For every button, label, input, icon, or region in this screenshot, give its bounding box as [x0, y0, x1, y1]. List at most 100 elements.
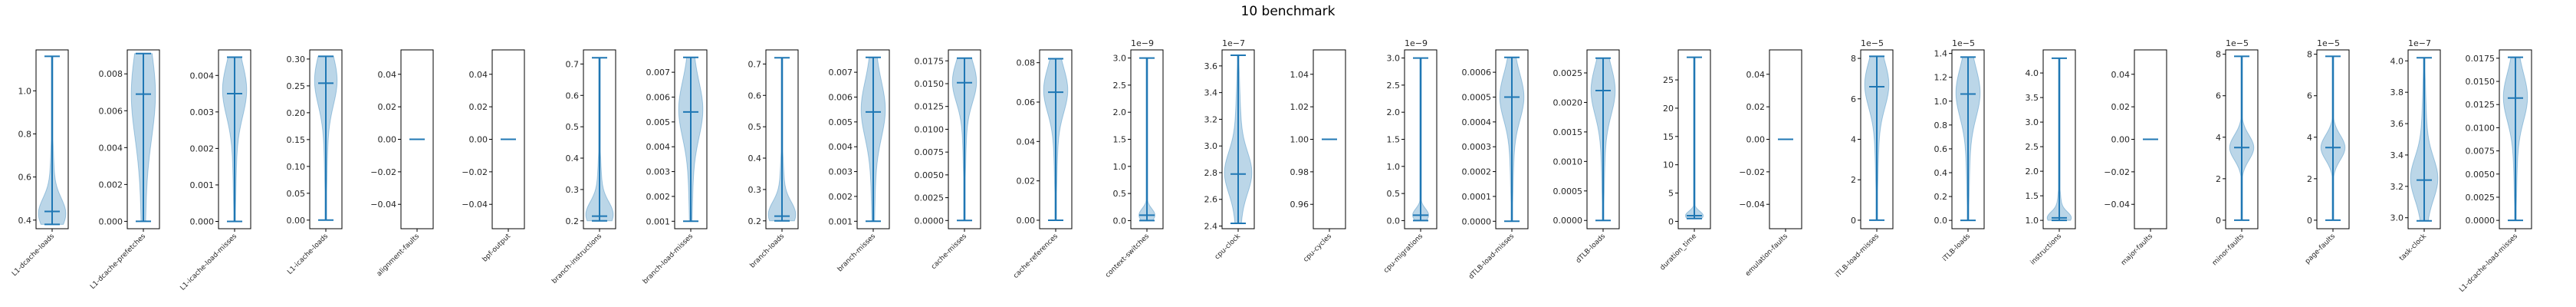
category-label: L1-dcache-prefetches	[89, 233, 147, 291]
violin-panel-minor-faults: 0 2 4 6 8 1e−5 minor-faults	[2211, 38, 2259, 267]
y-tick-label: 0.0005	[1462, 92, 1492, 102]
y-tick-label: 0.3	[566, 185, 580, 195]
figure-title: 10 benchmark	[1241, 4, 1336, 19]
y-tick-label: 0.0000	[1553, 216, 1583, 226]
y-tick-label: 0.0001	[1462, 192, 1492, 202]
y-tick-label: 0.04	[1746, 70, 1766, 80]
y-tick-label: 0.00	[378, 135, 397, 145]
y-tick-label: 1.0	[18, 86, 32, 96]
y-tick-label: 0.06	[1017, 97, 1036, 107]
y-tick-label: 3.5	[2026, 93, 2039, 103]
y-tick-label: 2.5	[1387, 81, 1401, 91]
y-tick-label: −0.02	[1739, 167, 1765, 177]
y-tick-label: −0.04	[1739, 200, 1765, 210]
violin-panel-L1-dcache-load-misses: 0.0000 0.0025 0.0050 0.0075 0.0100 0.0125 0.01…	[2458, 49, 2532, 294]
y-tick-label: 0.7	[748, 59, 762, 69]
y-tick-label: 2.0	[1113, 107, 1127, 117]
y-tick-label: 0.04	[1017, 137, 1036, 147]
y-tick-label: 1.2	[1934, 73, 1948, 83]
y-tick-label: 0.4	[18, 216, 32, 226]
y-tick-label: 2.5	[1113, 81, 1127, 91]
y-tick-label: 5	[1668, 189, 1674, 199]
y-tick-label: 0.0010	[1553, 157, 1583, 167]
violin-panel-cache-references: 0.00 0.02 0.04 0.06 0.08 cache-references	[1012, 49, 1073, 280]
violin-panel-cache-misses: 0.0000 0.0025 0.0050 0.0075 0.0100 0.0125 0.01…	[915, 49, 981, 271]
y-tick-label: 0.0006	[1462, 68, 1492, 78]
y-tick-label: 0.0050	[915, 170, 945, 180]
y-tick-label: 15	[1663, 132, 1674, 142]
y-tick-label: 8	[1851, 54, 1856, 64]
category-label: major-faults	[2120, 233, 2154, 267]
y-tick-label: 0.004	[99, 143, 123, 153]
y-tick-label: 0.02	[1017, 177, 1036, 187]
y-tick-label: 0.2	[566, 216, 580, 226]
violin-panel-page-faults: 0 2 4 6 8 1e−5 page-faults	[2304, 38, 2350, 266]
category-label: cpu-cycles	[1302, 233, 1333, 264]
violin-panel-emulation-faults: −0.04 −0.02 0.00 0.02 0.04 emulation-faults	[1739, 49, 1802, 278]
violin-panel-L1-icache-loads: 0.00 0.05 0.10 0.15 0.20 0.25 0.30 L1-icache-lo…	[286, 49, 343, 276]
category-label: iTLB-load-misses	[1834, 233, 1881, 279]
y-tick-label: 0.5	[566, 122, 580, 132]
violin-panel-dTLB-load-misses: 0.0000 0.0001 0.0002 0.0003 0.0004 0.0005 0.00…	[1462, 49, 1529, 281]
y-tick-label: −0.04	[462, 200, 488, 210]
violin-panel-major-faults: −0.04 −0.02 0.00 0.02 0.04 major-faults	[2104, 49, 2167, 267]
y-tick-label: 4	[2216, 133, 2221, 143]
y-tick-label: 6	[2307, 91, 2312, 101]
violin-panel-L1-dcache-loads: 0.4 0.6 0.8 1.0 L1-dcache-loads	[11, 49, 69, 278]
y-tick-label: 2	[2307, 174, 2312, 184]
y-tick-label: 0.5	[1387, 189, 1401, 199]
y-tick-label: 0.0	[1113, 216, 1127, 226]
y-tick-label: 0.04	[469, 70, 488, 80]
category-label: branch-misses	[836, 233, 878, 274]
y-tick-label: 0.4	[566, 154, 580, 163]
y-tick-label: 0.20	[287, 108, 306, 118]
violin-panel-context-switches: 0.0 0.5 1.0 1.5 2.0 2.5 3.0 1e−9 context-switche…	[1104, 38, 1164, 279]
y-tick-label: 0.004	[829, 142, 853, 152]
y-tick-label: 0.30	[287, 54, 306, 64]
y-tick-label: 0	[2216, 216, 2221, 226]
y-tick-label: 1.00	[1290, 135, 1309, 145]
y-tick-label: 0.2	[1934, 192, 1948, 202]
category-label: alignment-faults	[376, 233, 421, 278]
y-tick-label: 0.0150	[2466, 77, 2496, 87]
y-tick-label: 0.007	[829, 68, 853, 78]
y-tick-label: 0.2	[748, 216, 762, 226]
y-tick-label: 0.00	[1746, 135, 1766, 145]
y-tick-label: 0.08	[1017, 58, 1036, 68]
y-tick-label: 0.0100	[915, 124, 945, 134]
y-tick-label: 0	[2307, 216, 2312, 226]
y-tick-label: 0.0000	[2466, 216, 2496, 226]
y-tick-label: 0.006	[99, 106, 123, 116]
y-tick-label: −0.02	[370, 167, 396, 177]
category-label: dTLB-loads	[1575, 233, 1607, 265]
y-tick-label: 2.8	[1204, 168, 1218, 178]
y-tick-label: 0.0125	[915, 102, 945, 112]
y-tick-label: 0.002	[829, 192, 853, 202]
y-tick-label: 3.0	[1113, 54, 1127, 64]
axis-offset-label: 1e−9	[1131, 38, 1154, 48]
y-tick-label: 0.0005	[1553, 187, 1583, 196]
category-label: branch-load-misses	[642, 233, 695, 286]
y-tick-label: 3.8	[2390, 87, 2404, 97]
y-tick-label: 0.008	[99, 69, 123, 79]
y-tick-label: 0.96	[1290, 200, 1309, 210]
violin-panel-duration_time: 0 5 10 15 20 25 duration_time	[1659, 49, 1711, 272]
y-tick-label: 4	[2307, 133, 2312, 143]
y-tick-label: 8	[2307, 50, 2312, 60]
violin-panel-alignment-faults: −0.04 −0.02 0.00 0.02 0.04 alignment-faults	[370, 49, 434, 278]
panels: 0.40.60.81.0L1-dcache-loads0.0000.0020.0…	[11, 38, 2532, 294]
y-tick-label: 0.005	[646, 117, 671, 127]
category-label: minor-faults	[2211, 233, 2246, 267]
y-tick-label: 0.3	[748, 185, 762, 195]
y-tick-label: 0.0003	[1462, 142, 1492, 152]
y-tick-label: 0.02	[469, 102, 488, 112]
y-tick-label: 0.006	[829, 92, 853, 102]
violin-panel-cpu-cycles: 0.96 0.98 1.00 1.02 1.04 cpu-cycles	[1290, 49, 1346, 264]
violin-panel-iTLB-load-misses: 0 2 4 6 8 1e−5 iTLB-load-misses	[1834, 38, 1894, 279]
y-tick-label: 0.005	[829, 117, 853, 127]
y-tick-label: 25	[1663, 75, 1674, 85]
category-label: cache-misses	[930, 233, 968, 271]
y-tick-label: 0.02	[2111, 102, 2131, 112]
y-tick-label: 0.15	[287, 135, 306, 145]
y-tick-label: 1.02	[1290, 102, 1309, 112]
